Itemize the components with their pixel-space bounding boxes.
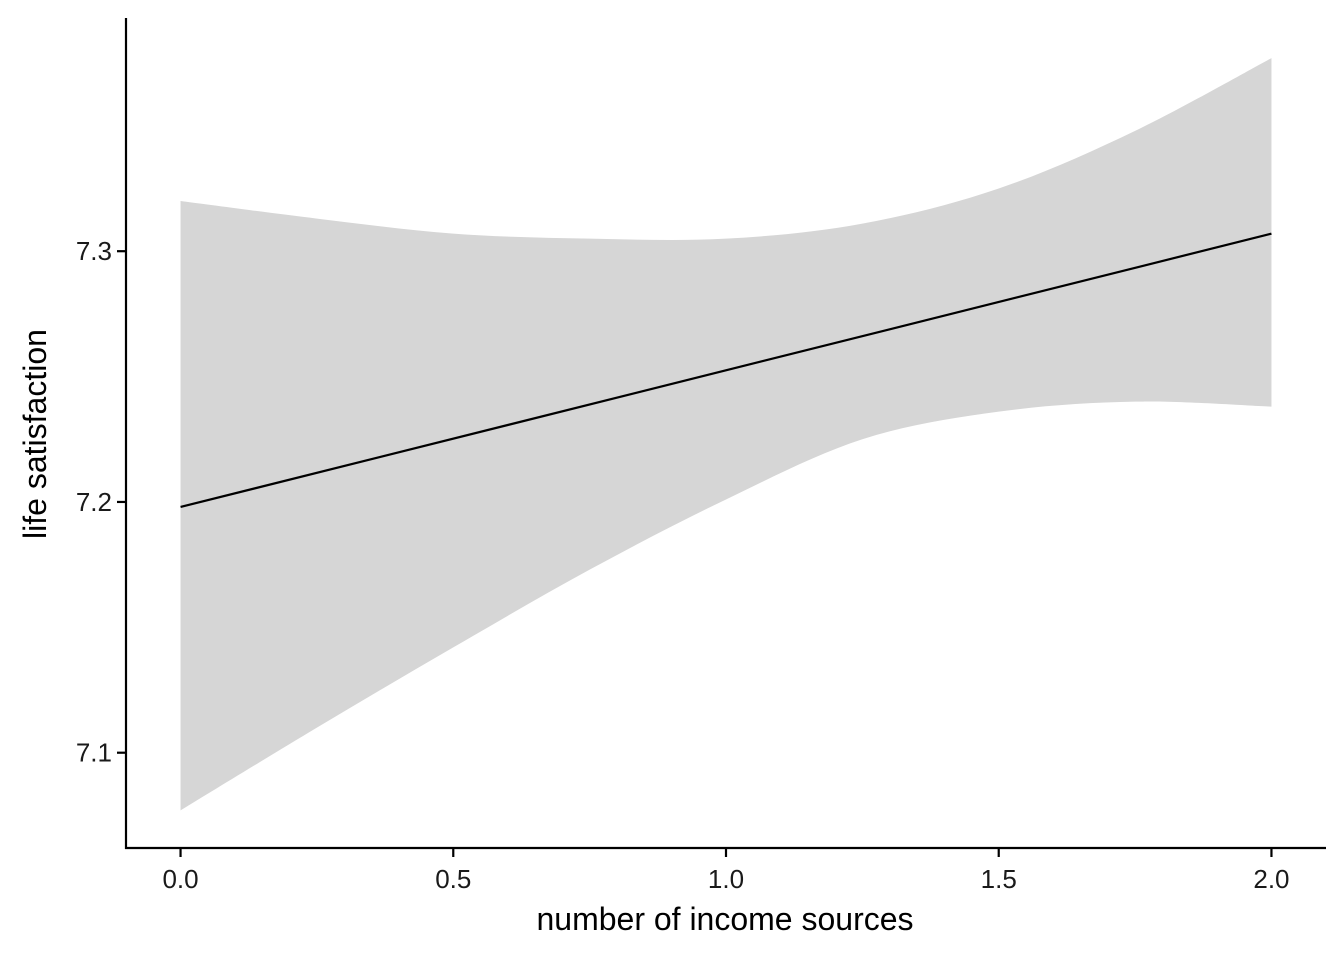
y-tick-label: 7.2 <box>76 487 112 517</box>
x-tick-label: 1.5 <box>981 864 1017 894</box>
x-tick-label: 1.0 <box>708 864 744 894</box>
fit-line <box>180 232 1272 509</box>
x-tick-label: 0.0 <box>162 864 198 894</box>
y-tick-label: 7.3 <box>76 236 112 266</box>
confidence-band-layer <box>180 58 1272 811</box>
x-tick-label: 2.0 <box>1253 864 1289 894</box>
y-axis-title: life satisfaction <box>17 329 53 539</box>
confidence-band <box>180 58 1272 811</box>
axes: 0.0 0.5 1.0 1.5 2.0 7.1 7.2 7.3 <box>76 18 1326 894</box>
x-tick-label: 0.5 <box>435 864 471 894</box>
y-tick-label: 7.1 <box>76 738 112 768</box>
x-axis-title: number of income sources <box>536 901 913 937</box>
fit-line-layer <box>180 232 1272 509</box>
